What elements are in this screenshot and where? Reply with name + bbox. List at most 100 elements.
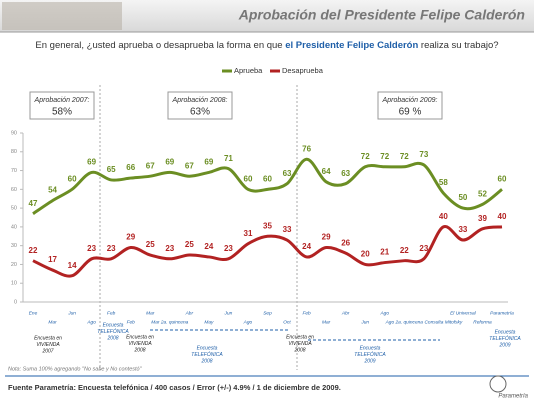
x-tick-label: Consulta Mitofsky	[424, 319, 462, 325]
annotation: VIVIENDA	[36, 342, 60, 348]
data-label: 21	[380, 248, 389, 257]
annotation: TELEFÓNICA	[97, 328, 129, 335]
data-label: 67	[185, 161, 194, 170]
annotation: 2008	[293, 347, 305, 353]
data-label: 47	[29, 199, 38, 208]
data-label: 22	[29, 246, 38, 255]
logo-icon	[489, 375, 507, 393]
x-tick-label: Abr	[341, 310, 350, 316]
data-label: 23	[165, 244, 174, 253]
data-label: 64	[322, 167, 331, 176]
summary-box	[167, 91, 233, 120]
annotation: 2008	[133, 347, 145, 353]
data-label: 71	[224, 154, 233, 163]
y-tick-label: 70	[11, 168, 17, 174]
summary-box	[29, 91, 95, 120]
header-image	[2, 2, 122, 30]
y-tick-label: 0	[14, 299, 17, 305]
x-tick-label: Parametría	[490, 310, 514, 316]
x-tick-label: Feb	[302, 310, 311, 316]
summary-label: Aprobación 2008:	[172, 97, 228, 104]
data-label: 69	[87, 158, 96, 167]
summary-box	[377, 91, 443, 120]
annotation: Encuesta	[197, 345, 218, 351]
data-label: 29	[126, 233, 135, 242]
x-tick-label: Jun	[67, 310, 76, 316]
y-tick-label: 90	[11, 130, 17, 136]
data-label: 25	[146, 240, 155, 249]
data-label: 33	[458, 225, 467, 234]
data-label: 72	[400, 152, 409, 161]
legend-label: Desaprueba	[282, 66, 324, 75]
x-tick-label: Feb	[127, 319, 136, 325]
data-label: 72	[361, 152, 370, 161]
data-label: 39	[478, 214, 487, 223]
data-label: 25	[185, 240, 194, 249]
annotation: Encuesta en	[286, 334, 314, 340]
summary-value: 63%	[190, 107, 210, 118]
data-label: 23	[224, 244, 233, 253]
data-label: 31	[244, 229, 253, 238]
data-label: 29	[322, 233, 331, 242]
data-label: 58	[439, 178, 448, 187]
x-tick-label: Jun	[360, 319, 369, 325]
x-tick-label: Ago	[379, 310, 389, 316]
data-label: 22	[400, 246, 409, 255]
x-tick-label: Sep	[263, 310, 272, 316]
annotation: 2009	[363, 358, 375, 364]
x-tick-label: May	[204, 319, 214, 325]
summary-value: 58%	[52, 107, 72, 118]
annotation: VIVIENDA	[288, 341, 312, 347]
y-tick-label: 80	[11, 149, 17, 155]
data-label: 52	[478, 189, 487, 198]
data-label: 20	[361, 250, 370, 259]
annotation: VIVIENDA	[128, 341, 152, 347]
x-tick-label: El Universal	[450, 310, 477, 316]
x-tick-label: Ago 2a. quincena	[385, 319, 424, 325]
x-tick-label: Ago	[243, 319, 253, 325]
x-tick-label: Ago	[86, 319, 96, 325]
data-label: 23	[107, 244, 116, 253]
data-label: 60	[68, 174, 77, 183]
data-label: 69	[204, 158, 213, 167]
x-tick-label: Oct	[283, 319, 291, 325]
data-label: 24	[302, 242, 311, 251]
annotation: 2008	[200, 358, 212, 364]
x-tick-label: Abr	[185, 310, 194, 316]
x-tick-label: Feb	[107, 310, 116, 316]
data-label: 24	[204, 242, 213, 251]
question-highlight: el Presidente Felipe Calderón	[285, 40, 418, 51]
data-label: 69	[165, 158, 174, 167]
data-label: 63	[283, 169, 292, 178]
data-label: 60	[263, 174, 272, 183]
data-label: 26	[341, 238, 350, 247]
legend-label: Aprueba	[234, 66, 263, 75]
x-tick-label: Mar 2a. quincena	[151, 319, 188, 325]
y-tick-label: 60	[11, 187, 17, 193]
annotation: 2007	[41, 348, 53, 354]
annotation: Encuesta en	[34, 335, 62, 341]
series-line	[32, 225, 503, 278]
summary-label: Aprobación 2007:	[34, 97, 90, 104]
annotation: Encuesta en	[126, 334, 154, 340]
annotation: TELEFÓNICA	[489, 335, 521, 342]
x-tick-label: Mar	[48, 319, 57, 325]
data-label: 63	[341, 169, 350, 178]
x-tick-label: Ene	[29, 310, 38, 316]
summary-value: 69 %	[399, 107, 422, 118]
data-label: 50	[458, 193, 467, 202]
annotation: Encuesta	[495, 329, 516, 335]
annotation: TELEFÓNICA	[354, 351, 386, 358]
data-label: 33	[283, 225, 292, 234]
data-label: 40	[439, 212, 448, 221]
y-tick-label: 20	[11, 262, 17, 268]
data-label: 60	[498, 174, 507, 183]
y-tick-label: 40	[11, 224, 17, 230]
data-label: 35	[263, 221, 272, 230]
chart-title: Aprobación del Presidente Felipe Calderó…	[238, 7, 525, 23]
annotation: Encuesta	[360, 345, 381, 351]
summary-label: Aprobación 2009:	[382, 97, 438, 104]
x-tick-label: Mar	[146, 310, 155, 316]
annotation: TELEFÓNICA	[191, 351, 223, 358]
